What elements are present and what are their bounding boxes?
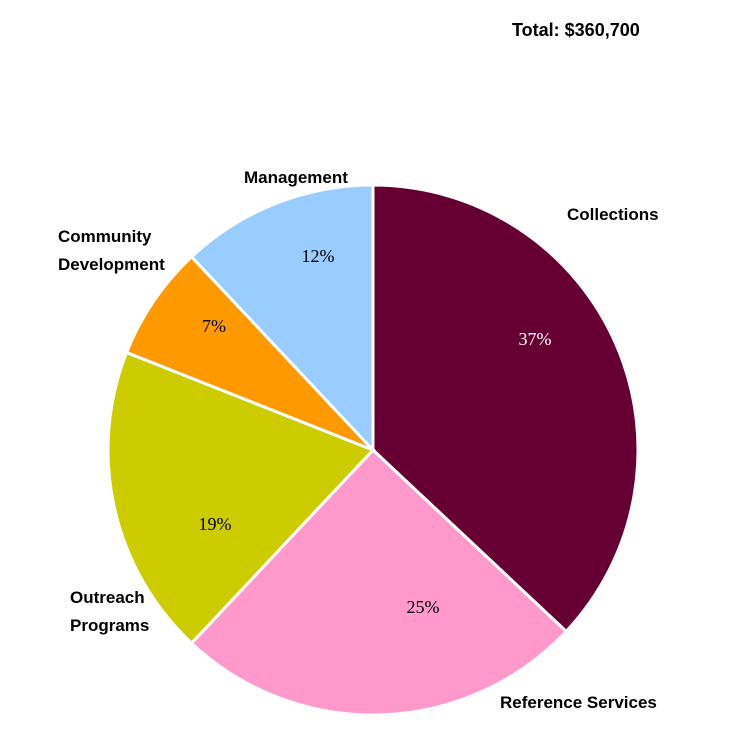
pie-slice-management xyxy=(189,183,375,454)
pie-slice-reference-services xyxy=(189,447,569,717)
pie-slice-community-development xyxy=(124,254,375,452)
total-label: Total: $360,700 xyxy=(512,20,640,40)
category-label: Management xyxy=(244,168,348,187)
pie-slice-collections xyxy=(371,183,640,634)
category-labels: Collections Reference Services Outreach Pro… xyxy=(58,168,659,712)
category-label: Collections xyxy=(567,205,659,224)
category-label: Outreach Programs xyxy=(70,588,149,635)
percent-label: 7% xyxy=(202,316,226,336)
category-label: Reference Services xyxy=(500,693,657,712)
percent-label: 25% xyxy=(407,597,440,617)
percent-label: 12% xyxy=(302,246,335,266)
percent-labels: 37% 25% 19% 7% 12% xyxy=(199,246,552,617)
percent-label: 37% xyxy=(519,329,552,349)
percent-label: 19% xyxy=(199,514,232,534)
pie-slices xyxy=(106,183,640,717)
category-label: Community Development xyxy=(58,227,165,274)
